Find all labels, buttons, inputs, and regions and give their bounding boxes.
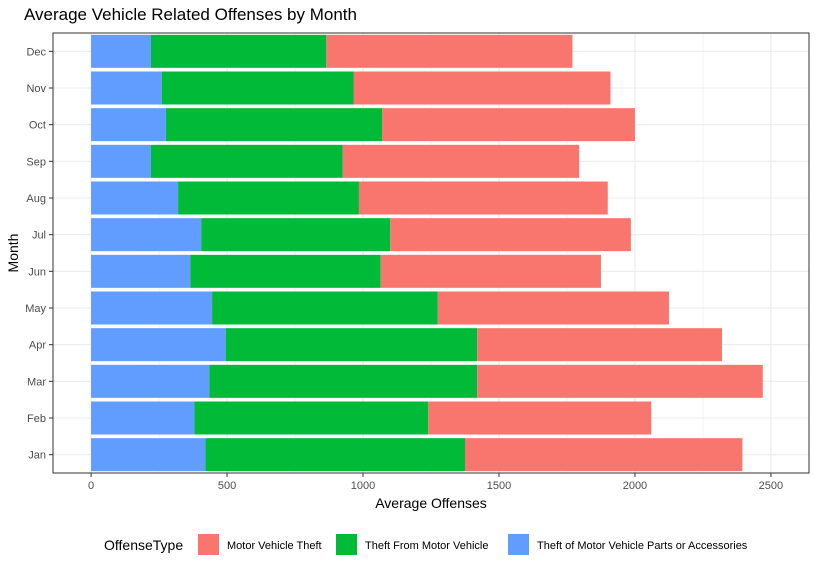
- y-tick-label: Nov: [26, 83, 46, 95]
- legend-key: [198, 534, 219, 555]
- chart-title: Average Vehicle Related Offenses by Mont…: [24, 5, 357, 24]
- x-tick-label: 0: [88, 480, 94, 492]
- bar-oct-motor-vehicle-theft: [382, 108, 635, 142]
- bar-apr-motor-vehicle-theft: [477, 328, 722, 362]
- x-tick-label: 500: [218, 480, 236, 492]
- bar-may-motor-vehicle-theft: [437, 291, 669, 325]
- y-tick-label: Jan: [28, 450, 46, 462]
- bar-sep-motor-vehicle-theft: [342, 144, 580, 178]
- x-tick-label: 2500: [759, 480, 783, 492]
- bar-sep-theft-from-motor-vehicle: [150, 144, 343, 178]
- x-tick-label: 1000: [351, 480, 375, 492]
- y-tick-label: Feb: [27, 413, 46, 425]
- bar-mar-motor-vehicle-theft: [477, 364, 763, 398]
- bar-aug-theft-of-motor-vehicle-parts-or-accessories: [91, 181, 179, 215]
- bar-jun-motor-vehicle-theft: [380, 254, 601, 288]
- bar-aug-theft-from-motor-vehicle: [178, 181, 359, 215]
- bar-nov-theft-of-motor-vehicle-parts-or-accessories: [91, 71, 162, 105]
- bar-mar-theft-of-motor-vehicle-parts-or-accessories: [91, 364, 210, 398]
- panel-border: [52, 32, 810, 474]
- bar-may-theft-from-motor-vehicle: [212, 291, 438, 325]
- bar-apr-theft-from-motor-vehicle: [225, 328, 478, 362]
- bar-feb-theft-from-motor-vehicle: [194, 401, 429, 435]
- bar-jan-theft-from-motor-vehicle: [205, 438, 465, 472]
- legend-label: Motor Vehicle Theft: [227, 540, 322, 552]
- axis-ticks: 0 500 1000 1500 2000 2500 Jan Feb Mar Apr May Jun Ju…: [25, 46, 783, 492]
- legend: OffenseType Motor Vehicle Theft Theft Fro…: [104, 534, 748, 555]
- y-tick-label: Mar: [27, 376, 46, 388]
- bars: [91, 34, 763, 472]
- bar-dec-motor-vehicle-theft: [326, 34, 573, 68]
- y-axis-title: Month: [5, 234, 21, 273]
- y-tick-label: Jun: [28, 266, 46, 278]
- x-tick-label: 1500: [487, 480, 511, 492]
- x-tick-label: 2000: [623, 480, 647, 492]
- y-tick-label: Aug: [26, 193, 46, 205]
- bar-dec-theft-of-motor-vehicle-parts-or-accessories: [91, 34, 151, 68]
- y-tick-label: Sep: [26, 156, 46, 168]
- bar-apr-theft-of-motor-vehicle-parts-or-accessories: [91, 328, 226, 362]
- bar-dec-theft-from-motor-vehicle: [150, 34, 327, 68]
- bar-jan-theft-of-motor-vehicle-parts-or-accessories: [91, 438, 206, 472]
- bar-nov-motor-vehicle-theft: [353, 71, 611, 105]
- bar-jul-theft-of-motor-vehicle-parts-or-accessories: [91, 218, 202, 252]
- y-tick-label: Apr: [29, 340, 46, 352]
- bar-jun-theft-of-motor-vehicle-parts-or-accessories: [91, 254, 191, 288]
- legend-key: [508, 534, 529, 555]
- y-tick-label: May: [25, 303, 46, 315]
- legend-title: OffenseType: [104, 537, 183, 553]
- y-tick-label: Dec: [26, 46, 46, 58]
- bar-mar-theft-from-motor-vehicle: [209, 364, 478, 398]
- bar-oct-theft-of-motor-vehicle-parts-or-accessories: [91, 108, 166, 142]
- bar-aug-motor-vehicle-theft: [358, 181, 608, 215]
- bar-nov-theft-from-motor-vehicle: [161, 71, 354, 105]
- bar-feb-motor-vehicle-theft: [428, 401, 652, 435]
- bar-jul-motor-vehicle-theft: [390, 218, 631, 252]
- bar-sep-theft-of-motor-vehicle-parts-or-accessories: [91, 144, 151, 178]
- y-tick-label: Jul: [32, 230, 46, 242]
- bar-jun-theft-from-motor-vehicle: [190, 254, 381, 288]
- bar-feb-theft-of-motor-vehicle-parts-or-accessories: [91, 401, 195, 435]
- legend-label: Theft of Motor Vehicle Parts or Accessor…: [537, 540, 748, 552]
- bar-jan-motor-vehicle-theft: [464, 438, 743, 472]
- y-tick-label: Oct: [29, 120, 46, 132]
- bar-may-theft-of-motor-vehicle-parts-or-accessories: [91, 291, 213, 325]
- legend-label: Theft From Motor Vehicle: [365, 540, 489, 552]
- bar-jul-theft-from-motor-vehicle: [201, 218, 391, 252]
- x-axis-title: Average Offenses: [375, 495, 487, 511]
- bar-oct-theft-from-motor-vehicle: [165, 108, 383, 142]
- legend-key: [336, 534, 357, 555]
